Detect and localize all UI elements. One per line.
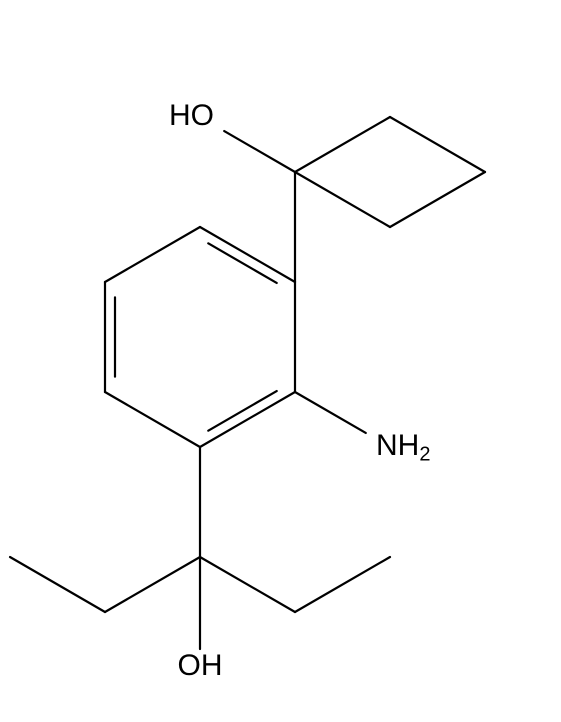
bond-line	[105, 392, 200, 447]
bond-line	[295, 117, 390, 172]
atom-label-oh2: OH	[178, 649, 223, 682]
bond-line	[295, 392, 366, 433]
bond-line	[208, 391, 276, 431]
bond-line	[105, 227, 200, 282]
bond-line	[200, 557, 295, 612]
molecule-structure: HO NH2 OH	[0, 0, 561, 722]
bond-line	[390, 172, 485, 227]
bond-line	[208, 243, 276, 283]
bond-line	[10, 557, 105, 612]
atom-label-oh1: HO	[169, 99, 214, 132]
bond-line	[105, 557, 200, 612]
bond-line	[224, 131, 295, 172]
bond-line	[295, 557, 390, 612]
bond-line	[200, 227, 295, 282]
bond-line	[200, 392, 295, 447]
bond-line	[390, 117, 485, 172]
atom-label-nh2: NH2	[376, 429, 430, 466]
bond-line	[295, 172, 390, 227]
